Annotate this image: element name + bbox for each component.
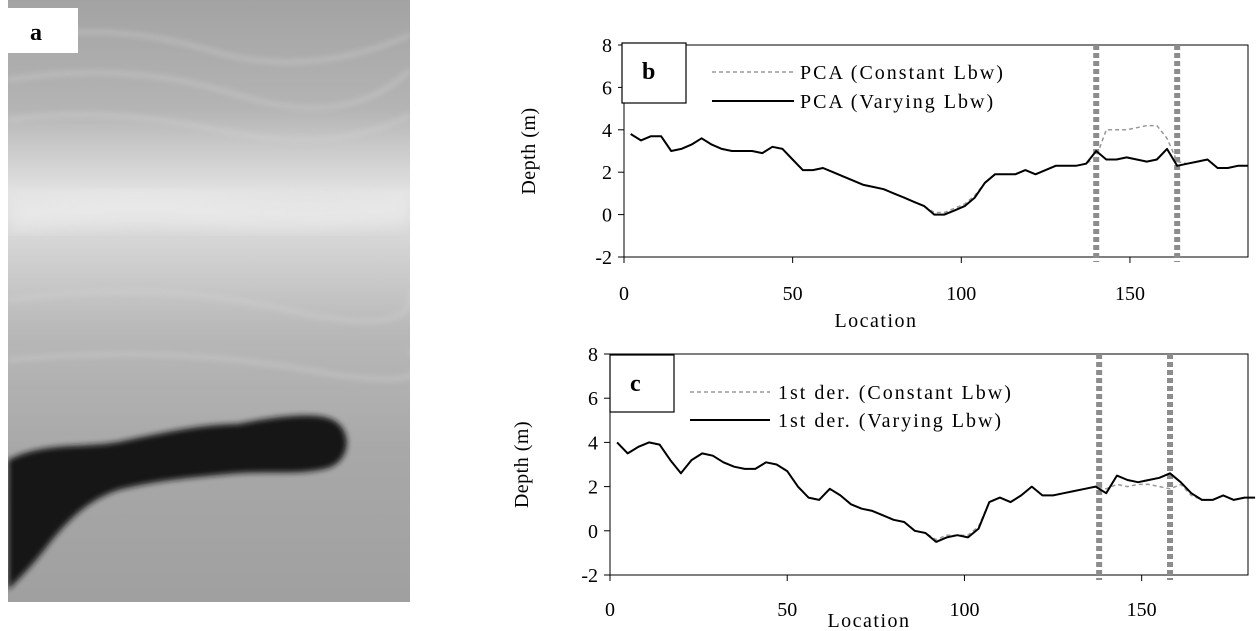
series-line-constant bbox=[616, 441, 1256, 541]
y-tick-label: 4 bbox=[588, 432, 598, 454]
y-tick-label: 4 bbox=[602, 120, 612, 142]
y-axis-label: Depth (m) bbox=[518, 107, 540, 194]
x-tick-label: 50 bbox=[777, 599, 797, 621]
chart-panel-b: -2 0 2 4 6 8 0 50 100 150 Location Depth (m) b PCA (C… bbox=[518, 35, 1249, 332]
x-tick-label: 50 bbox=[783, 283, 803, 305]
y-tick-label: 6 bbox=[588, 388, 598, 410]
x-tick-label: 0 bbox=[619, 283, 629, 305]
panel-label-b: b bbox=[642, 59, 655, 85]
y-tick-label: 8 bbox=[588, 344, 598, 366]
chart-panel-c: -2 0 2 4 6 8 0 50 100 150 Location Depth (m) c 1st de… bbox=[511, 344, 1256, 631]
plot-area-b bbox=[623, 44, 1249, 258]
x-axis-label: Location bbox=[827, 610, 910, 631]
x-axis-label: Location bbox=[834, 310, 917, 332]
x-tick-label: 100 bbox=[949, 599, 979, 621]
y-tick-label: 2 bbox=[588, 477, 598, 499]
panel-label-box bbox=[621, 42, 687, 104]
legend-entry: 1st der. (Constant Lbw) bbox=[778, 382, 1013, 404]
y-tick-label: 2 bbox=[602, 162, 612, 184]
series-line-varying bbox=[616, 441, 1256, 543]
y-tick-label: -2 bbox=[581, 565, 598, 587]
legend-entry: 1st der. (Varying Lbw) bbox=[778, 410, 1003, 432]
legend-entry: PCA (Constant Lbw) bbox=[800, 62, 1005, 84]
x-tick-label: 150 bbox=[1127, 599, 1157, 621]
y-axis-label: Depth (m) bbox=[511, 421, 533, 508]
satellite-image-panel: a bbox=[8, 0, 410, 602]
y-tick-label: 0 bbox=[588, 521, 598, 543]
y-tick-label: -2 bbox=[595, 247, 612, 269]
x-tick-label: 150 bbox=[1115, 283, 1145, 305]
legend-entry: PCA (Varying Lbw) bbox=[800, 91, 995, 113]
dark-slick-shape bbox=[8, 415, 347, 590]
x-tick-label: 0 bbox=[605, 599, 615, 621]
x-tick-label: 100 bbox=[946, 283, 976, 305]
panel-label-c: c bbox=[630, 371, 641, 397]
series-line-constant bbox=[630, 124, 1248, 214]
y-tick-label: 0 bbox=[602, 205, 612, 227]
panel-label-a: a bbox=[30, 20, 42, 46]
series-line-varying bbox=[630, 133, 1248, 216]
panel-label-box bbox=[8, 8, 78, 53]
plot-area-c bbox=[609, 353, 1249, 576]
panel-label-box bbox=[609, 354, 675, 413]
y-tick-label: 8 bbox=[602, 35, 612, 57]
y-tick-label: 6 bbox=[602, 77, 612, 99]
